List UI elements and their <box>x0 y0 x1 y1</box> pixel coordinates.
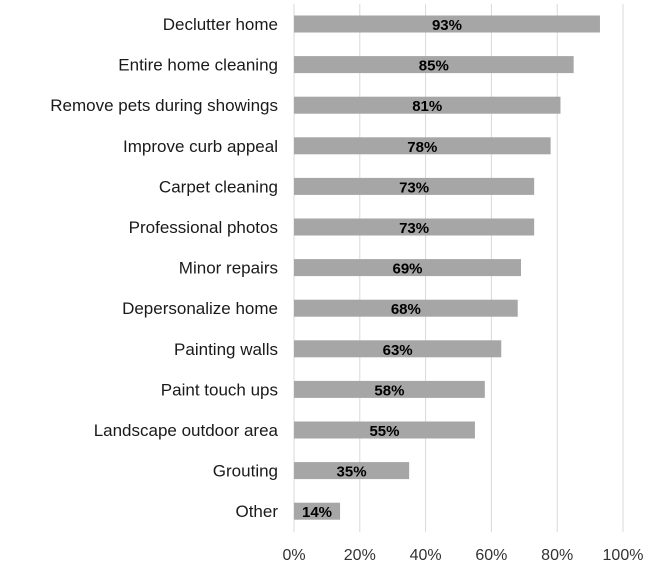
category-label: Improve curb appeal <box>123 137 278 156</box>
bar <box>294 502 341 520</box>
category-labels: Declutter home Entire home cleaning Remove… <box>50 15 278 521</box>
data-label: 73% <box>399 179 429 196</box>
data-label: 58% <box>374 382 404 399</box>
category-label: Professional photos <box>129 218 278 237</box>
bar <box>294 380 485 398</box>
bar <box>294 340 502 358</box>
bar <box>294 259 522 277</box>
data-label: 35% <box>337 464 367 481</box>
category-label: Declutter home <box>163 15 278 34</box>
bar <box>294 56 574 74</box>
data-label: 85% <box>419 58 449 75</box>
bar <box>294 462 410 480</box>
category-label: Minor repairs <box>179 259 278 278</box>
x-tick-label: 100% <box>603 547 644 564</box>
category-label: Paint touch ups <box>161 380 278 399</box>
category-label: Landscape outdoor area <box>94 421 279 440</box>
category-label: Entire home cleaning <box>118 56 278 75</box>
category-label: Other <box>235 502 278 521</box>
bars <box>294 15 600 520</box>
x-tick-label: 0% <box>282 547 305 564</box>
bar <box>294 218 535 236</box>
category-label: Depersonalize home <box>122 299 278 318</box>
bar <box>294 421 475 439</box>
x-tick-label: 80% <box>541 547 573 564</box>
data-label: 68% <box>391 301 421 318</box>
bar <box>294 177 535 195</box>
data-label: 78% <box>407 139 437 156</box>
category-label: Grouting <box>213 462 278 481</box>
bar <box>294 299 518 317</box>
data-label: 63% <box>383 342 413 359</box>
category-label: Painting walls <box>174 340 278 359</box>
data-label: 69% <box>392 261 422 278</box>
x-tick-label: 40% <box>410 547 442 564</box>
category-label: Carpet cleaning <box>159 177 278 196</box>
x-tick-label: 20% <box>344 547 376 564</box>
data-label: 73% <box>399 220 429 237</box>
data-label: 93% <box>432 17 462 34</box>
bar <box>294 96 561 114</box>
category-label: Remove pets during showings <box>50 96 278 115</box>
data-labels: 93% 85% 81% 78% 73% 73% 69% 68% 63% 58% 55% 35% 14% <box>302 17 462 521</box>
bar <box>294 15 600 33</box>
x-tick-label: 60% <box>475 547 507 564</box>
x-axis-ticks: 0% 20% 40% 60% 80% 100% <box>282 547 643 564</box>
data-label: 55% <box>369 423 399 440</box>
bar <box>294 137 551 155</box>
data-label: 14% <box>302 504 332 521</box>
data-label: 81% <box>412 98 442 115</box>
